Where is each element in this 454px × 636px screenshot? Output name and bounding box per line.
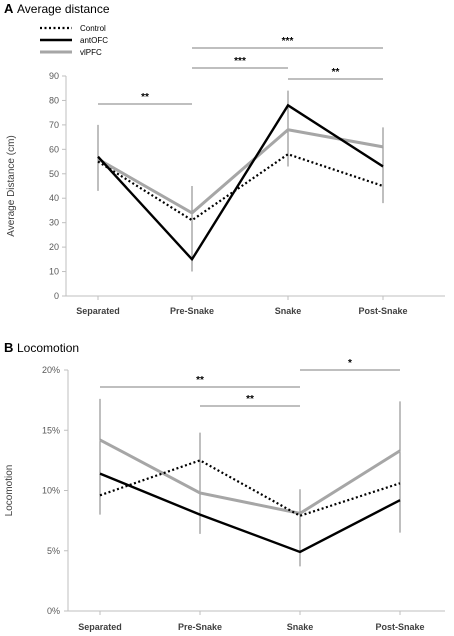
x-tick-label: Pre-Snake xyxy=(178,622,222,632)
y-tick-label: 20 xyxy=(49,242,59,252)
x-tick-label: Separated xyxy=(78,622,122,632)
y-tick-label: 60 xyxy=(49,144,59,154)
x-tick-label: Post-Snake xyxy=(375,622,424,632)
series-line-antofc xyxy=(97,103,384,262)
significance-label: ** xyxy=(141,92,149,103)
x-tick-label: Snake xyxy=(275,306,302,316)
y-tick-label: 15% xyxy=(42,425,60,435)
y-tick-label: 30 xyxy=(49,218,59,228)
x-tick-label: Post-Snake xyxy=(358,306,407,316)
significance-label: ** xyxy=(246,394,254,405)
y-tick-label: 90 xyxy=(49,71,59,81)
y-tick-label: 20% xyxy=(42,365,60,375)
panel-letter-A: A xyxy=(4,1,14,16)
significance-label: *** xyxy=(234,56,246,67)
series-line-control xyxy=(97,153,384,222)
y-tick-label: 10 xyxy=(49,267,59,277)
y-tick-label: 5% xyxy=(47,546,60,556)
y-tick-label: 50 xyxy=(49,169,59,179)
series-line-antofc xyxy=(99,472,401,554)
panel-letter-B: B xyxy=(4,340,13,355)
x-tick-label: Separated xyxy=(76,306,120,316)
x-tick-label: Snake xyxy=(287,622,314,632)
x-tick-label: Pre-Snake xyxy=(170,306,214,316)
panel-title-A: Average distance xyxy=(17,2,110,16)
y-tick-label: 10% xyxy=(42,486,60,496)
significance-label: ** xyxy=(196,375,204,386)
y-axis-title: Locomotion xyxy=(4,465,15,517)
series-line-vlpfc xyxy=(99,438,401,515)
y-tick-label: 0 xyxy=(54,291,59,301)
legend-label-antofc: antOFC xyxy=(80,36,108,45)
legend-label-vlpfc: vlPFC xyxy=(80,48,102,57)
significance-label: * xyxy=(348,358,352,369)
significance-label: *** xyxy=(282,36,294,47)
y-tick-label: 40 xyxy=(49,193,59,203)
y-tick-label: 0% xyxy=(47,606,60,616)
y-axis-title: Average Distance (cm) xyxy=(6,135,17,237)
significance-label: ** xyxy=(332,67,340,78)
panel-title-B: Locomotion xyxy=(17,341,79,355)
series-line-control xyxy=(99,459,401,517)
legend-label-control: Control xyxy=(80,24,106,33)
y-tick-label: 80 xyxy=(49,95,59,105)
series-line-vlpfc xyxy=(97,128,384,215)
y-tick-label: 70 xyxy=(49,120,59,130)
